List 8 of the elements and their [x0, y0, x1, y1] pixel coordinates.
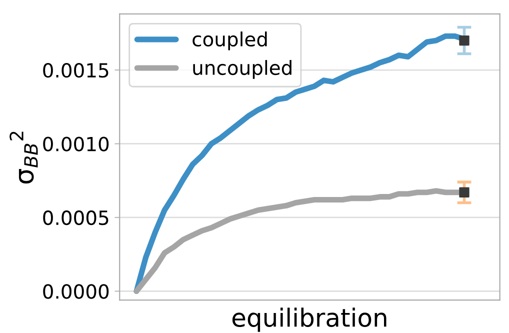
legend-label: uncoupled: [193, 60, 292, 79]
legend-label: coupled: [192, 31, 267, 50]
y-tick-label: 0.0015: [43, 62, 108, 78]
x-axis-title: equilibration: [232, 308, 386, 332]
y-tick-label: 0.0005: [43, 210, 108, 226]
y-tick-label: 0.0000: [43, 284, 109, 299]
y-tick-label: 0.0010: [43, 136, 109, 152]
y-axis-title: σ$_{BB}$$^{2}$: [10, 132, 38, 184]
